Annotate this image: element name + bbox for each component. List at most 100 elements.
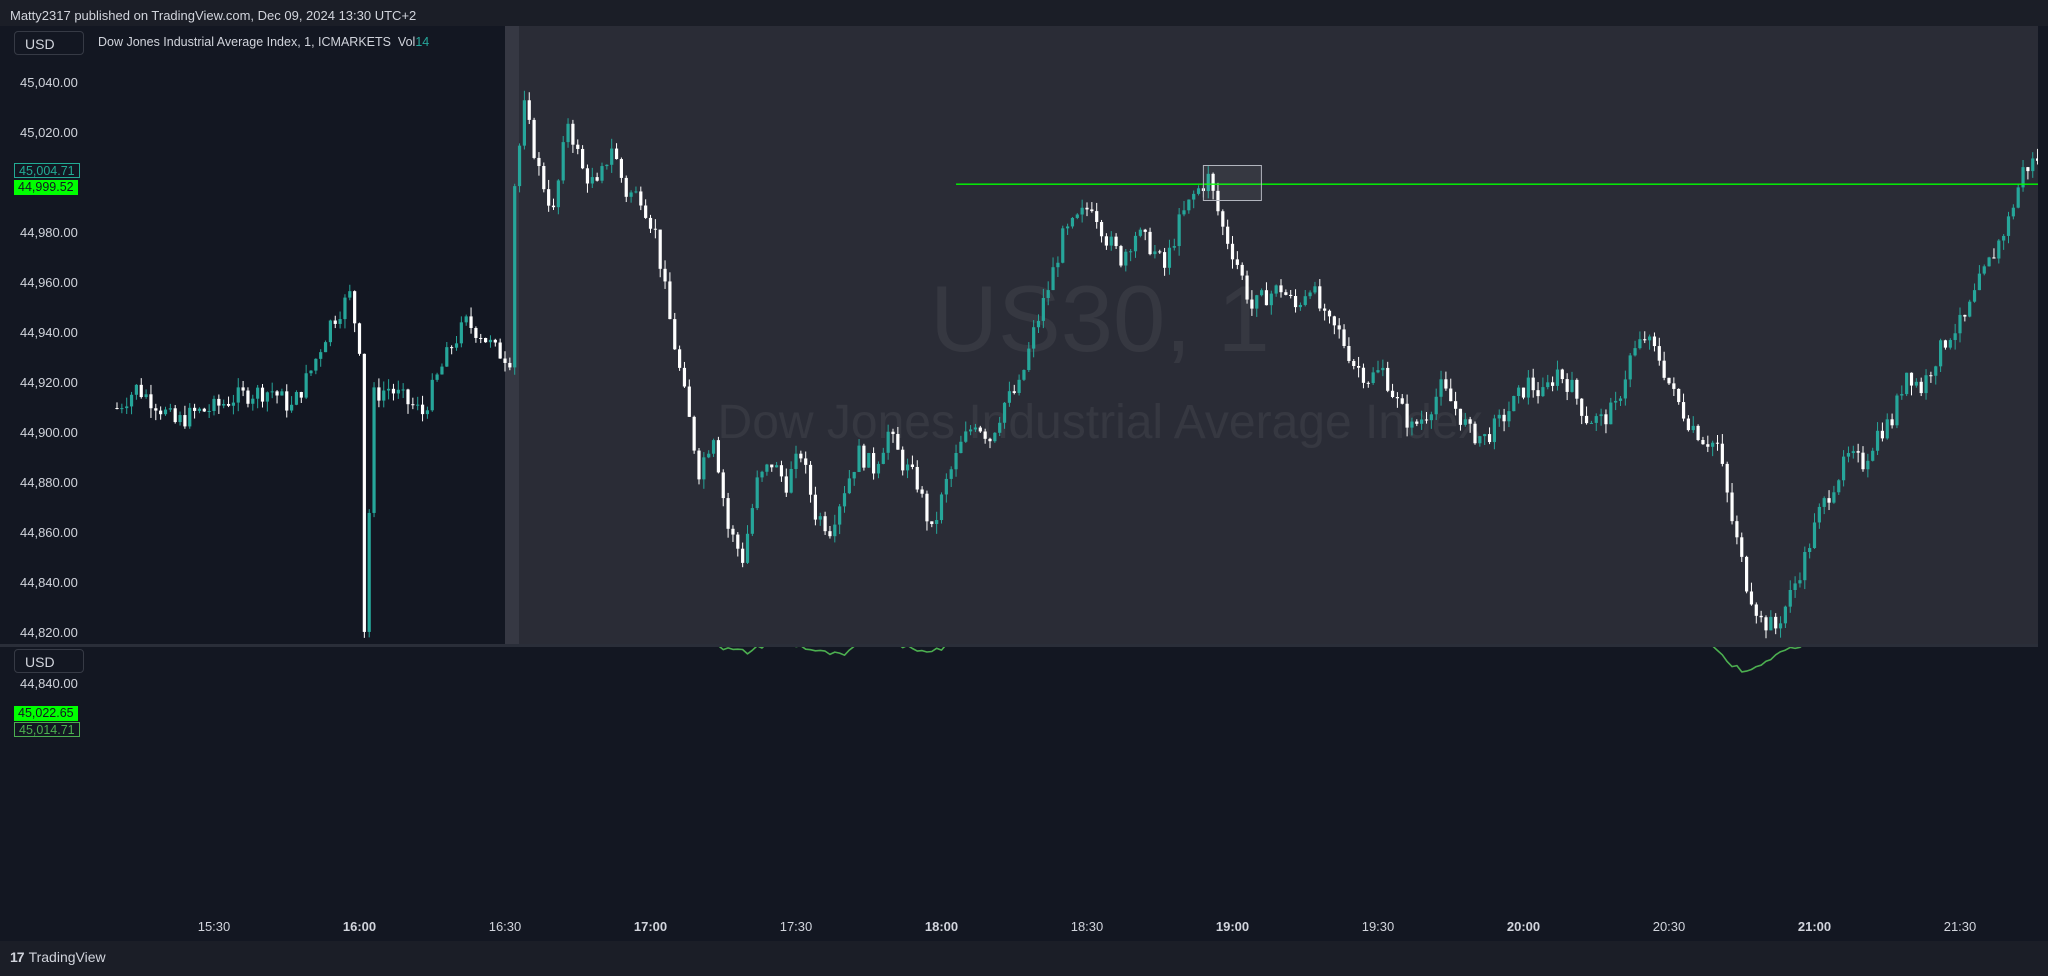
candle-body [1866,460,1870,470]
candle-body [1027,348,1031,371]
candle-body [872,453,876,474]
price-label: 45,020.00 [20,125,78,140]
candle-body [1424,419,1429,421]
line-pane[interactable]: 45,040.0045,000.0044,960.0044,920.0044,8… [0,534,2048,912]
candle-body [1410,421,1414,428]
candle-body [823,516,827,532]
currency-unit-button-2[interactable]: USD [14,649,84,673]
candle-body [673,319,677,350]
candle-body [1250,299,1254,309]
candle-body [1919,381,1923,394]
time-label: 17:00 [634,919,667,934]
candle-body [323,342,328,353]
candle-body [1429,414,1433,421]
candle-body [1308,292,1312,297]
candle-body [265,392,269,402]
candle-body [1657,346,1661,361]
candle-body [1584,415,1589,424]
candle-body [1711,442,1715,447]
candle-body [382,390,386,401]
candle-body [1361,367,1366,383]
line-chart[interactable]: 45,040.0045,000.0044,960.0044,920.0044,8… [0,534,2048,912]
candle-body [1235,259,1239,265]
candle-body [1095,211,1099,222]
candle-body [668,281,672,320]
candle-body [484,337,488,343]
candle-body [1143,229,1147,232]
candle-body [1982,266,1986,274]
time-label: 18:30 [1071,919,1104,934]
candlestick-chart[interactable]: US30, 1 Dow Jones Industrial Average Ind… [0,26,2048,644]
price-tag-outline: 45,004.71 [14,163,80,178]
swing-high-box[interactable] [1202,165,1262,201]
tradingview-logo[interactable]: 17 TradingView [10,949,106,965]
price-axis[interactable]: 45,040.00 45,020.00 44,980.00 44,960.00 44,9… [20,75,78,640]
candle-body [1924,375,1928,394]
candle-body [163,409,168,415]
price-pane[interactable]: US30, 1 Dow Jones Industrial Average Ind… [0,26,2048,644]
candle-body [1992,257,1996,259]
candle-body [304,373,308,398]
candle-body [770,464,774,468]
candle-body [930,521,934,525]
candle-body [513,186,517,368]
candle-body [1778,623,1783,629]
candle-body [1609,402,1613,425]
candle-body [532,119,536,158]
time-axis[interactable]: 15:30 16:00 16:30 17:00 17:30 18:00 18:30 19:00… [0,912,2048,941]
candle-body [595,177,599,181]
time-label: 21:30 [1944,919,1977,934]
candle-body [1090,209,1094,212]
candle-body [1260,290,1264,296]
candle-body [1512,396,1516,412]
candle-body [1643,339,1647,341]
candle-body [391,388,396,394]
pane-separator[interactable] [0,644,2038,647]
candle-body [944,478,948,495]
candle-body [959,441,963,453]
candle-body [988,438,992,442]
candle-body [1492,418,1496,443]
candle-body [1706,444,1710,447]
watermark: US30, 1 Dow Jones Industrial Average Ind… [718,266,1483,449]
candle-body [222,403,226,406]
candle-body [1371,372,1375,384]
candle-body [1245,275,1249,300]
candle-body [828,531,832,537]
candle-body [1240,264,1244,276]
candle-body [1264,290,1269,306]
currency-unit-button[interactable]: USD [14,31,84,55]
candle-body [1109,236,1113,246]
candle-body [1885,419,1889,439]
candle-body [479,337,483,339]
price-tag-current-2: 45,022.65 [14,706,78,721]
candle-body [1022,370,1026,380]
candle-body [1987,257,1991,267]
candle-body [784,476,788,493]
candle-body [915,466,919,490]
price-tag-current: 44,999.52 [14,180,78,195]
candle-body [1555,369,1560,386]
price-tag-outline-2: 45,014.71 [14,722,80,737]
price-label: 44,980.00 [20,225,78,240]
candle-body [702,457,706,480]
candle-body [1293,295,1298,308]
candle-body [1163,252,1167,268]
candle-body [1216,190,1220,212]
candle-body [1754,604,1758,616]
candle-body [1274,285,1278,294]
time-label: 20:30 [1653,919,1686,934]
candle-body [973,427,978,430]
candle-body [1633,348,1637,356]
candle-body [1909,372,1914,386]
price-label: 44,820.00 [20,625,78,640]
candle-body [1740,537,1744,557]
candle-body [1070,217,1075,227]
candle-body [663,268,667,282]
candle-body [294,392,299,405]
candle-body [2016,187,2020,208]
candle-body [357,323,362,354]
price-label: 44,940.00 [20,325,78,340]
candle-body [1953,333,1957,341]
candle-body [508,362,512,368]
